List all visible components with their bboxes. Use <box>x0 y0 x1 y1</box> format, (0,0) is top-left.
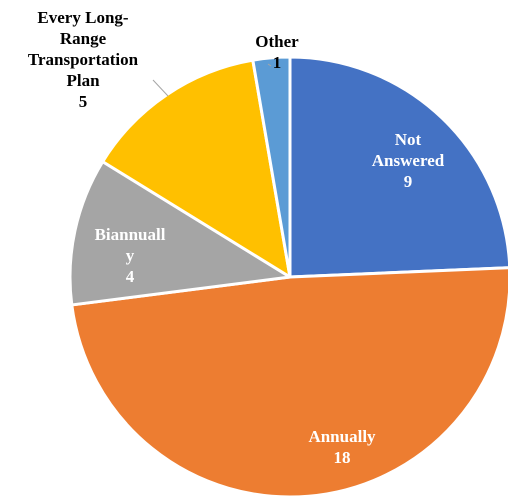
slice-label-line: Plan <box>66 71 100 90</box>
pie-slice-biannually <box>68 160 292 307</box>
slice-value-other: 1 <box>273 53 282 72</box>
slice-label-biannually: Biannuall y 4 <box>95 225 166 286</box>
slice-label-line: Every Long- <box>37 8 128 27</box>
slice-value-annually: 18 <box>334 448 351 467</box>
slice-value-not-answered: 9 <box>404 172 413 191</box>
pie-slices <box>68 55 508 499</box>
slice-label-line: Biannuall <box>95 225 166 244</box>
slice-label-line: Annually <box>308 427 376 446</box>
leader-line-other <box>267 63 272 67</box>
slice-labels: Not Answered 9 Annually 18 Biannuall y 4 Every L… <box>28 8 445 467</box>
pie-slice-not-answered <box>288 55 508 279</box>
slice-label-line: Range <box>60 29 107 48</box>
pie-slice-annually <box>70 266 508 499</box>
slice-value-every-long-range-transportation-plan: 5 <box>79 92 88 111</box>
slice-label-line: y <box>126 246 135 265</box>
slice-value-biannually: 4 <box>126 267 135 286</box>
slice-label-line: Answered <box>372 151 445 170</box>
slice-label-not-answered: Not Answered 9 <box>372 130 445 191</box>
pie-slice-other <box>251 55 292 279</box>
slice-label-line: Other <box>255 32 299 51</box>
leader-lines <box>152 63 272 97</box>
slice-label-every-long-range-transportation-plan: Every Long- Range Transportation Plan 5 <box>28 8 139 111</box>
slice-label-line: Not <box>395 130 422 149</box>
slice-label-other: Other 1 <box>255 32 299 72</box>
slice-label-line: Transportation <box>28 50 139 69</box>
leader-line-every-long-range-transportation-plan <box>152 79 169 97</box>
slice-label-annually: Annually 18 <box>308 427 376 467</box>
